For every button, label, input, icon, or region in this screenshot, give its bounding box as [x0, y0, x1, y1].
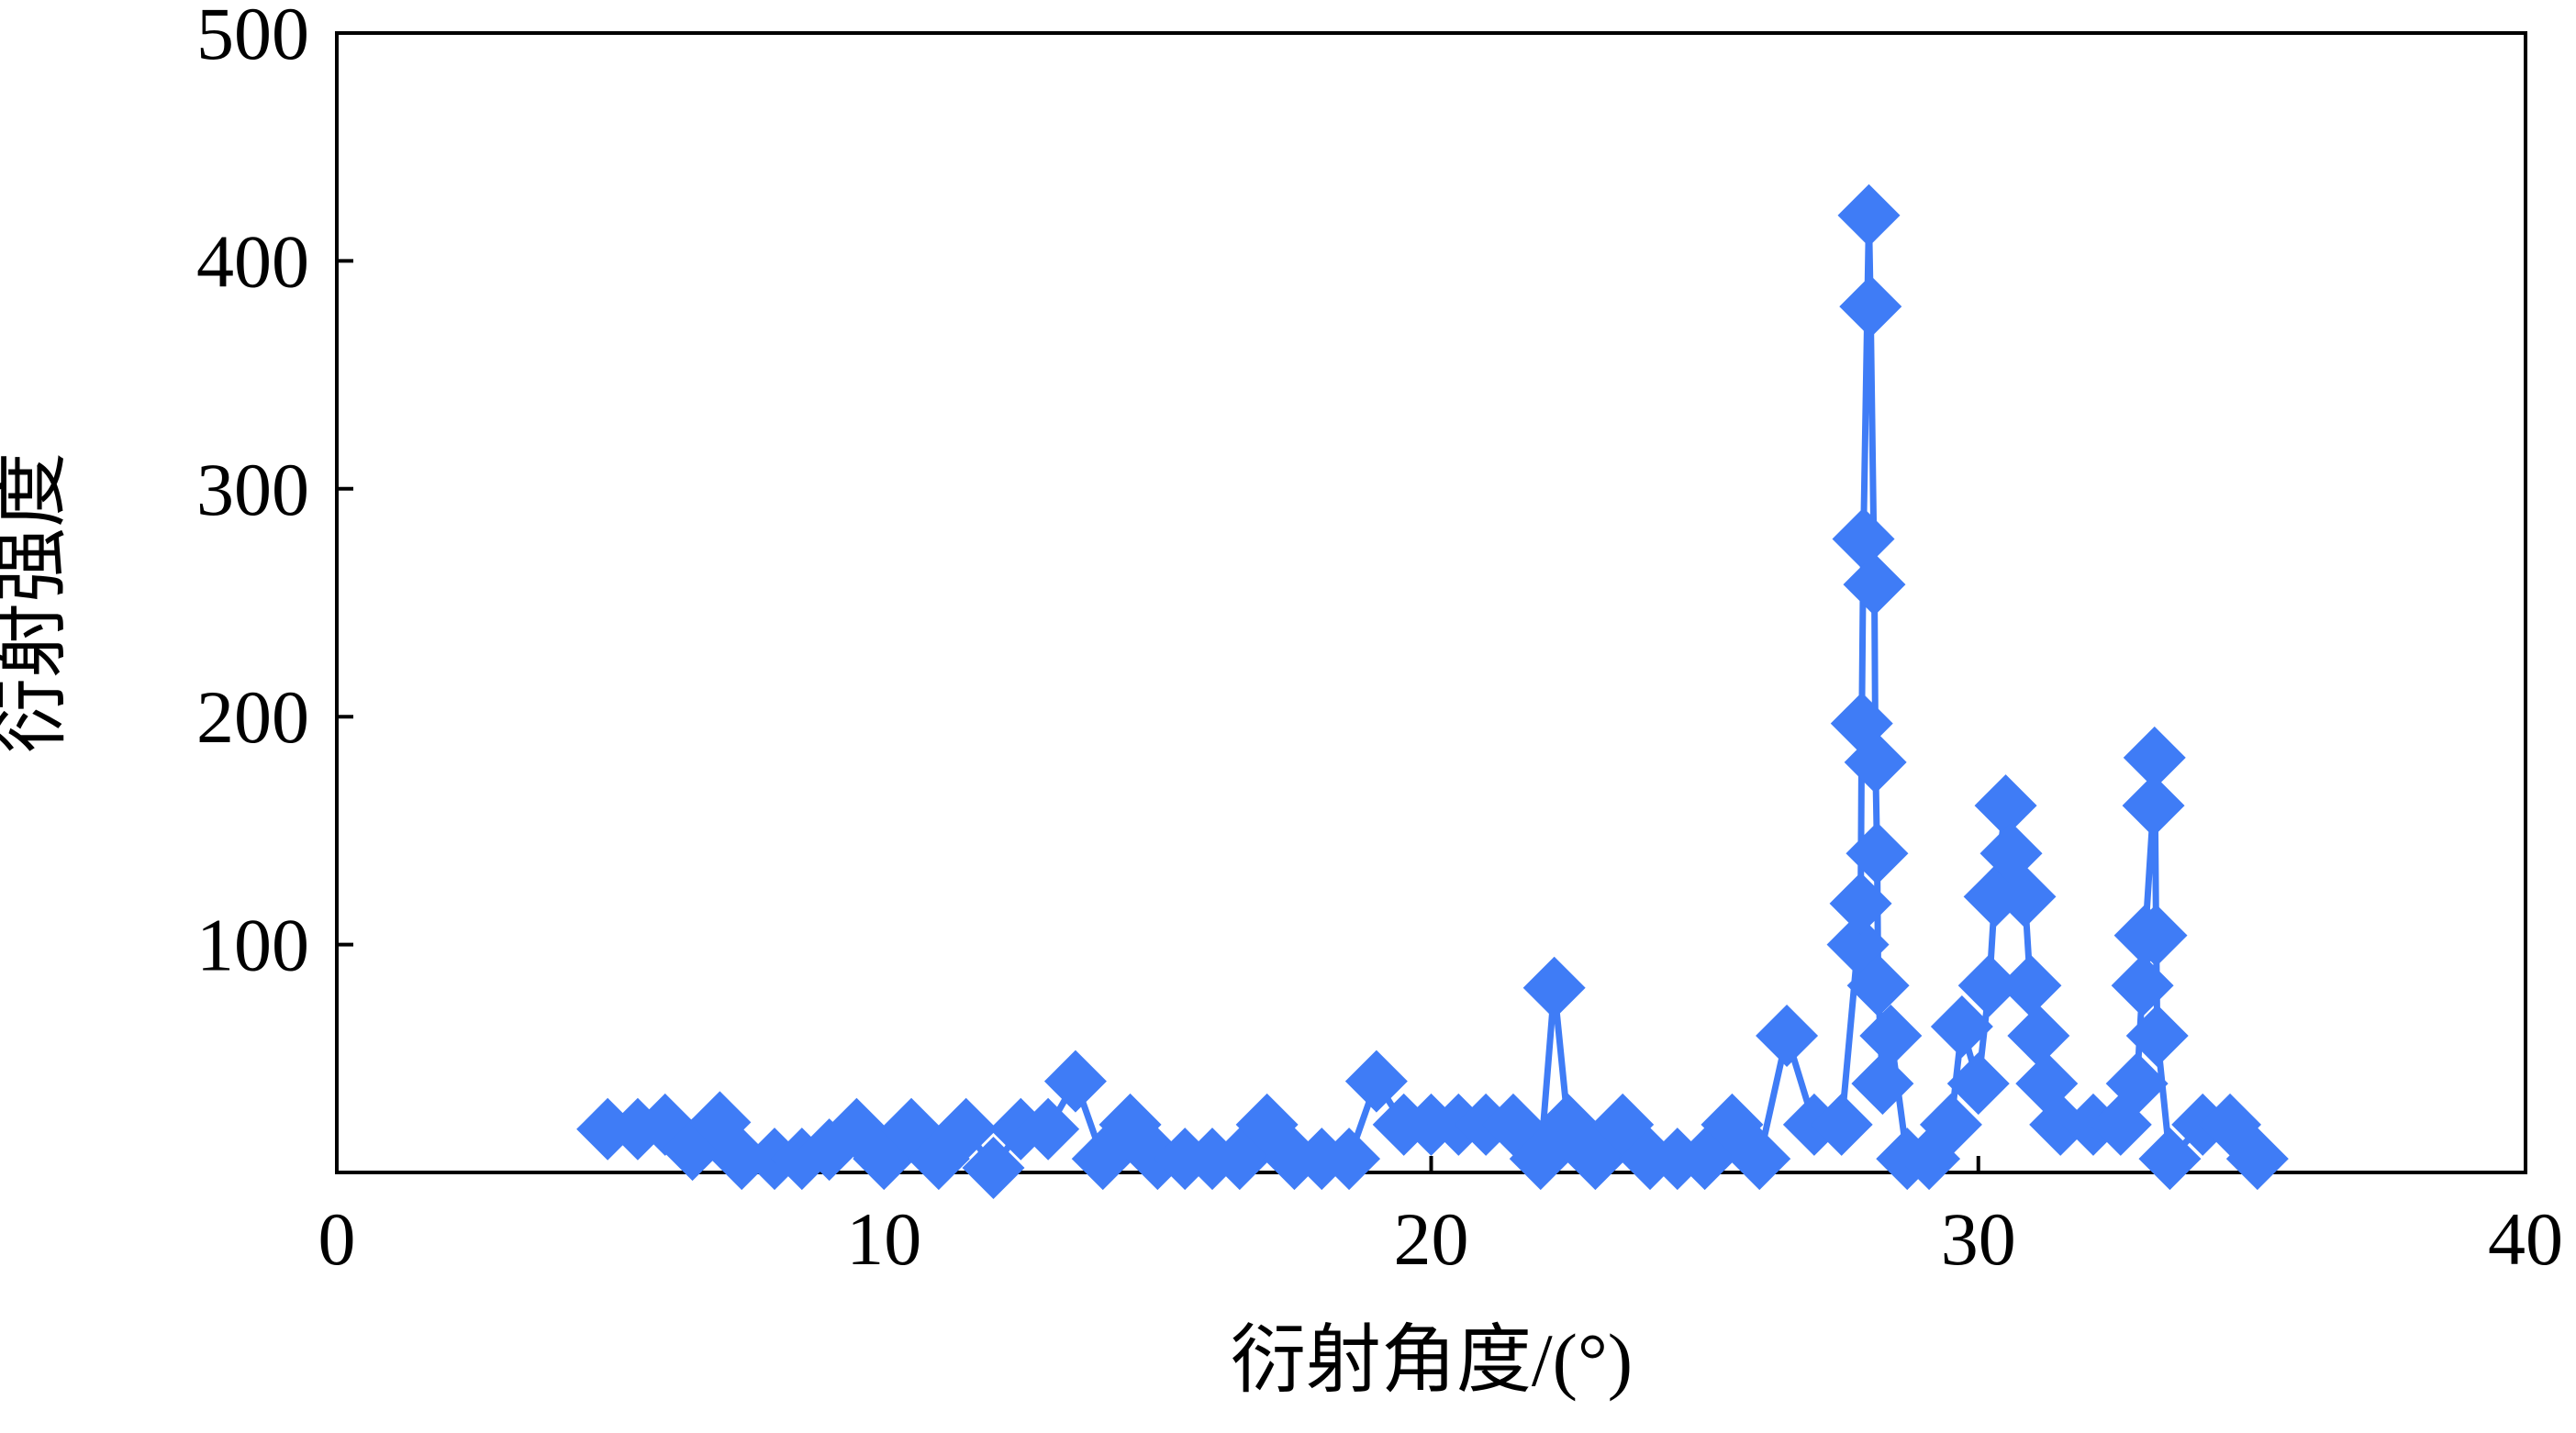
- data-point: [2029, 1093, 2092, 1156]
- x-tick-label: 10: [846, 1197, 921, 1281]
- data-point: [1756, 1004, 1819, 1067]
- data-point: [2123, 726, 2186, 789]
- y-tick-label: 200: [196, 675, 309, 759]
- data-point: [2007, 1004, 2070, 1067]
- y-tick-label: 400: [196, 219, 309, 303]
- data-point: [1919, 1093, 1982, 1156]
- data-point: [1017, 1097, 1080, 1161]
- data-point: [1993, 865, 2057, 928]
- data-point: [1946, 1052, 2010, 1116]
- data-point: [2225, 1128, 2289, 1191]
- x-tick-label: 20: [1394, 1197, 1469, 1281]
- data-point: [1839, 275, 1902, 339]
- data-point: [710, 1128, 774, 1191]
- data-point: [1837, 183, 1901, 247]
- y-tick-label: 300: [196, 448, 309, 531]
- data-point: [1043, 1050, 1107, 1113]
- data-point: [1318, 1128, 1381, 1191]
- data-point: [1974, 774, 2037, 838]
- y-tick-label: 500: [196, 0, 309, 75]
- data-point: [2124, 904, 2188, 967]
- data-point: [1859, 1004, 1923, 1067]
- data-point: [2122, 774, 2185, 838]
- data-point: [1810, 1093, 1873, 1156]
- data-point: [1851, 1052, 1914, 1116]
- data-point: [1844, 730, 1907, 794]
- x-tick-label: 40: [2488, 1197, 2563, 1281]
- x-axis-label: 衍射角度/(°): [1231, 1318, 1633, 1402]
- data-point: [1846, 954, 1910, 1017]
- data-point: [1846, 822, 1909, 885]
- data-point: [1999, 954, 2062, 1017]
- data-point: [2105, 1052, 2169, 1116]
- data-point: [934, 1097, 998, 1161]
- plot-frame: [335, 31, 2527, 1174]
- data-point: [2111, 954, 2174, 1017]
- data-point: [1522, 956, 1586, 1019]
- data-point: [1832, 507, 1895, 571]
- data-point: [1829, 872, 1892, 935]
- data-point: [1843, 553, 1906, 617]
- y-axis-label: 衍射强度: [0, 452, 73, 753]
- data-line: [608, 215, 2260, 1174]
- data-point: [962, 1137, 1025, 1200]
- data-point: [1728, 1128, 1791, 1191]
- data-point: [1957, 954, 2021, 1017]
- data-point: [2138, 1128, 2202, 1191]
- x-tick-label: 0: [318, 1197, 356, 1281]
- data-point: [1344, 1050, 1408, 1113]
- y-tick-label: 100: [196, 904, 309, 987]
- data-point: [1930, 995, 1993, 1059]
- data-point: [2125, 1004, 2189, 1067]
- x-tick-label: 30: [1941, 1197, 2016, 1281]
